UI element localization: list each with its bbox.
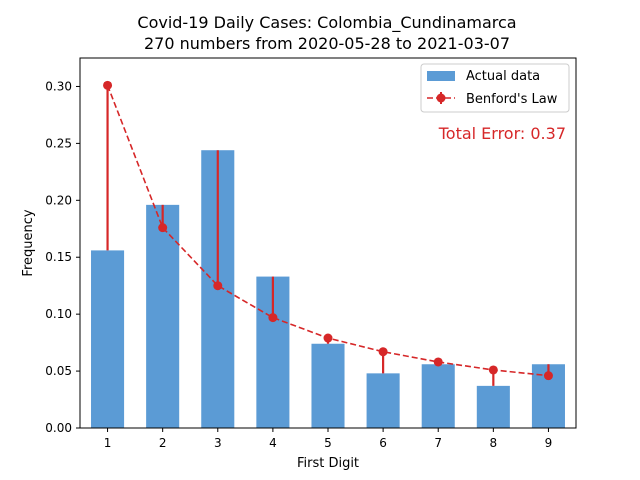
total-error-annotation: Total Error: 0.37 <box>438 124 566 143</box>
x-axis: 1 2 3 4 5 6 7 8 9 <box>104 428 553 450</box>
y-tick-label: 0.05 <box>45 364 72 378</box>
y-tick-label: 0.10 <box>45 307 72 321</box>
x-tick-label: 7 <box>434 436 442 450</box>
x-tick-label: 2 <box>159 436 167 450</box>
y-tick-label: 0.00 <box>45 421 72 435</box>
x-tick-label: 8 <box>490 436 498 450</box>
y-axis-label: Frequency <box>21 209 36 276</box>
bar-2 <box>146 204 180 428</box>
benford-point-8 <box>488 365 498 375</box>
chart-title: Covid-19 Daily Cases: Colombia_Cundinama… <box>137 13 516 33</box>
y-tick-label: 0.15 <box>45 250 72 264</box>
x-tick-label: 6 <box>379 436 387 450</box>
legend-label-benford: Benford's Law <box>466 92 558 107</box>
legend-swatch-actual <box>427 71 455 81</box>
bar-5 <box>311 343 345 428</box>
legend-label-actual: Actual data <box>466 69 540 84</box>
benford-point-7 <box>433 357 443 367</box>
bar-8 <box>476 385 510 428</box>
benford-point-9 <box>543 371 553 381</box>
y-tick-label: 0.30 <box>45 79 72 93</box>
bars <box>91 150 565 428</box>
x-tick-label: 4 <box>269 436 277 450</box>
benford-markers <box>103 80 553 381</box>
x-tick-label: 9 <box>545 436 553 450</box>
legend-box <box>420 63 570 113</box>
benford-point-5 <box>323 333 333 343</box>
x-axis-label: First Digit <box>297 456 359 471</box>
x-tick-label: 3 <box>214 436 222 450</box>
chart-subtitle: 270 numbers from 2020-05-28 to 2021-03-0… <box>144 34 510 53</box>
legend: Actual data Benford's Law <box>420 63 570 113</box>
bar-7 <box>421 364 455 428</box>
x-tick-label: 1 <box>104 436 112 450</box>
x-tick-label: 5 <box>324 436 332 450</box>
benford-point-3 <box>213 281 223 291</box>
y-axis: 0.00 0.05 0.10 0.15 0.20 0.25 0.30 <box>45 79 80 435</box>
y-tick-label: 0.25 <box>45 136 72 150</box>
bar-1 <box>91 250 125 428</box>
y-tick-label: 0.20 <box>45 193 72 207</box>
legend-swatch-benford-marker <box>436 93 446 103</box>
benford-point-4 <box>268 313 278 323</box>
benford-point-6 <box>378 347 388 357</box>
benford-point-1 <box>103 80 113 90</box>
benford-point-2 <box>158 223 168 233</box>
bar-6 <box>366 373 400 428</box>
